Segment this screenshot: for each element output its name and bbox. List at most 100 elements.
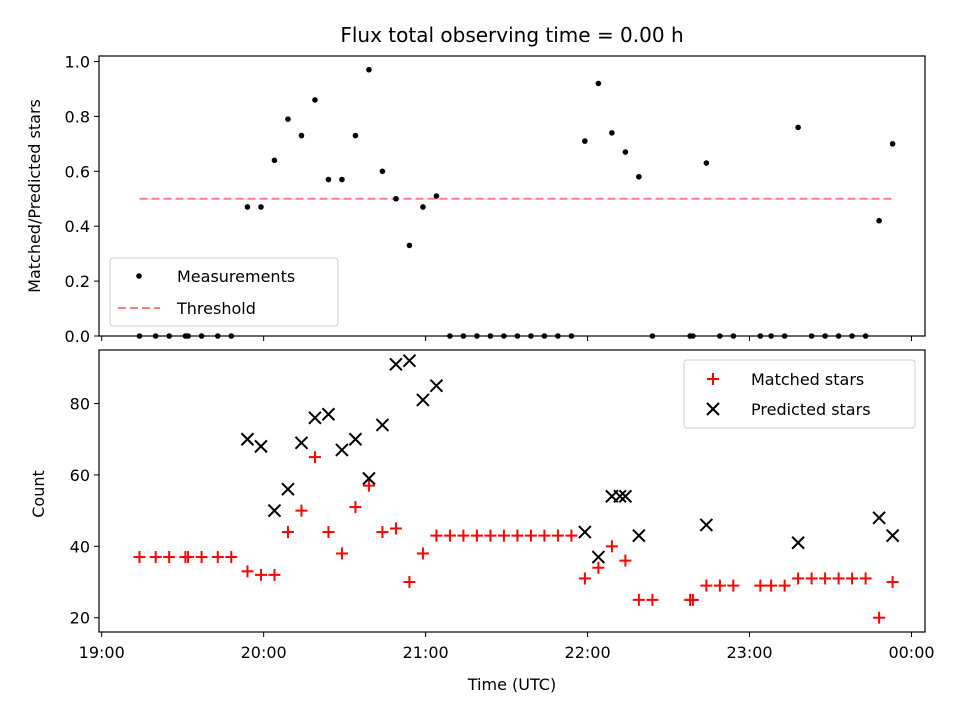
bottom-legend-box <box>683 359 916 429</box>
matched-star-point <box>819 572 832 585</box>
bottom-plot-frame <box>98 349 926 633</box>
measurement-point <box>595 80 602 87</box>
measurement-point <box>555 333 561 339</box>
predicted-star-point <box>591 550 606 564</box>
predicted-star-markers <box>240 354 900 564</box>
bottom-y-ticks: 20 40 60 80 <box>70 395 99 628</box>
measurement-point <box>487 333 494 339</box>
measurement-point <box>528 333 534 339</box>
matched-star-point <box>163 551 176 564</box>
top-legend: Measurements Threshold <box>109 257 339 327</box>
measurement-point <box>393 195 399 202</box>
predicted-star-point <box>321 407 336 421</box>
top-panel: 0.0 0.2 0.4 0.6 0.8 1.0 Matched/Predicted sta… <box>25 52 926 346</box>
predicted-star-point <box>254 439 268 454</box>
top-y-tick-label: 0.2 <box>65 272 90 291</box>
measurement-point <box>214 333 221 339</box>
measurement-point <box>768 333 774 339</box>
measurement-point <box>352 132 359 139</box>
measurement-point <box>152 333 159 339</box>
top-y-axis-label: Matched/Predicted stars <box>25 99 44 293</box>
matched-star-point <box>497 529 510 542</box>
measurement-point <box>420 204 426 210</box>
predicted-star-point <box>267 503 282 518</box>
predicted-star-point <box>429 378 444 393</box>
measurement-point <box>862 333 869 339</box>
matched-star-point <box>362 479 375 492</box>
matched-star-point <box>225 551 238 564</box>
predicted-star-point <box>281 482 295 496</box>
top-y-tick-label: 0.6 <box>65 162 90 181</box>
measurement-point <box>622 149 629 155</box>
matched-star-markers <box>133 451 899 624</box>
matched-star-point <box>538 529 551 542</box>
measurement-point <box>474 333 480 339</box>
measurement-point <box>285 116 291 122</box>
measurement-point <box>379 168 386 175</box>
measurement-point <box>271 157 278 164</box>
measurement-point <box>366 66 372 73</box>
measurement-point <box>460 333 467 339</box>
measurement-point <box>717 333 723 339</box>
matched-star-point <box>241 565 254 578</box>
measurement-point <box>703 160 710 166</box>
measurement-point <box>312 97 318 103</box>
matched-star-point <box>765 579 778 592</box>
measurement-point <box>582 138 588 144</box>
matched-star-point <box>335 547 348 560</box>
measurement-point <box>198 333 205 339</box>
matched-star-point <box>632 593 645 606</box>
matched-star-point <box>149 551 162 564</box>
measurement-point <box>514 333 521 339</box>
top-y-tick-label: 0.8 <box>65 107 90 126</box>
predicted-star-point <box>632 528 646 543</box>
measurement-point <box>258 204 264 210</box>
measurement-point <box>136 333 143 339</box>
measurement-point <box>166 333 172 339</box>
top-y-tick-label: 1.0 <box>65 52 90 71</box>
predicted-star-point <box>389 357 403 371</box>
matched-star-point <box>605 540 618 553</box>
matched-star-point <box>592 561 605 574</box>
predicted-star-point <box>294 436 309 450</box>
matched-star-point <box>792 572 805 585</box>
measurement-point <box>185 333 191 339</box>
bottom-y-axis-label: Count <box>29 470 48 518</box>
measurement-point <box>636 173 642 180</box>
matched-star-point <box>443 529 456 542</box>
matched-star-point <box>886 576 899 589</box>
top-y-tick-label: 0.4 <box>65 217 90 236</box>
x-tick-label: 00:00 <box>888 643 934 662</box>
matched-star-point <box>859 572 872 585</box>
x-tick-label: 19:00 <box>79 643 125 662</box>
matched-star-point <box>211 551 224 564</box>
matched-star-point <box>551 529 564 542</box>
measurement-point <box>447 333 453 339</box>
top-y-ticks: 0.0 0.2 0.4 0.6 0.8 1.0 <box>65 52 99 346</box>
legend-measurements-marker <box>136 273 142 279</box>
matched-star-point <box>457 529 470 542</box>
measurement-point <box>795 124 801 131</box>
measurement-point <box>649 333 656 339</box>
legend-predicted-label: Predicted stars <box>751 400 871 419</box>
measurement-point <box>808 333 815 339</box>
matched-star-point <box>832 572 845 585</box>
top-x-ticks <box>101 336 913 341</box>
predicted-star-point <box>699 518 714 532</box>
measurement-point <box>541 333 548 339</box>
measurement-point <box>730 333 737 339</box>
x-tick-label: 22:00 <box>565 643 611 662</box>
measurement-point <box>501 333 507 339</box>
predicted-star-point <box>348 432 363 446</box>
bottom-y-tick-label: 40 <box>70 537 90 556</box>
matched-star-point <box>511 529 524 542</box>
measurement-point <box>757 333 764 339</box>
matched-star-point <box>133 551 146 564</box>
matched-star-point <box>524 529 537 542</box>
matched-star-point <box>805 572 818 585</box>
matched-star-point <box>195 551 208 564</box>
predicted-star-point <box>791 536 805 550</box>
chart-title: Flux total observing time = 0.00 h <box>340 23 683 47</box>
predicted-star-point <box>402 354 417 368</box>
